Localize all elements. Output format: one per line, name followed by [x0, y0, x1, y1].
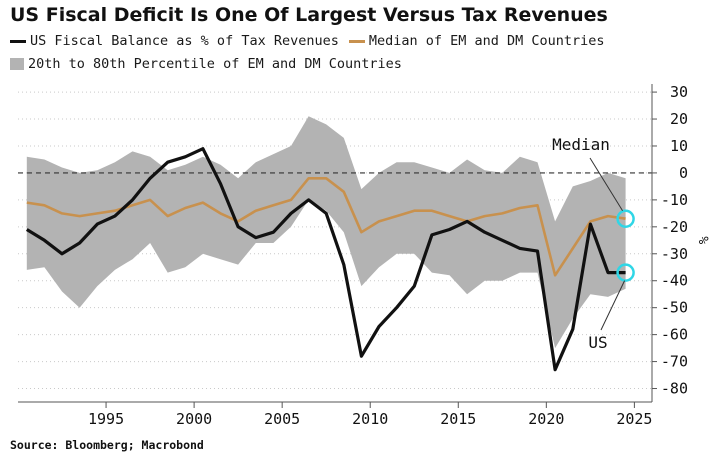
- median-annotation-label: Median: [552, 135, 610, 154]
- us-annotation-leader: [600, 280, 626, 331]
- legend-swatch-median: [348, 39, 365, 43]
- x-tick-label: 2020: [528, 410, 564, 428]
- y-tick-label: -60: [661, 326, 688, 344]
- legend-swatch-band: [10, 58, 24, 70]
- y-tick-label: 10: [670, 137, 688, 155]
- legend-swatch-us: [10, 39, 26, 43]
- median-highlight-circle: [616, 209, 635, 228]
- legend-label-band: 20th to 80th Percentile of EM and DM Cou…: [28, 56, 402, 72]
- y-tick-label: -80: [661, 380, 688, 398]
- y-tick-label: -40: [661, 272, 688, 290]
- us-fiscal-balance-line: [25, 147, 626, 372]
- y-tick-label: -30: [661, 245, 688, 263]
- y-axis-label: %: [695, 236, 710, 244]
- median-annotation-leader: [589, 157, 624, 212]
- y-tick-label: -50: [661, 299, 688, 317]
- legend-label-us: US Fiscal Balance as % of Tax Revenues: [30, 33, 339, 49]
- legend-item-us: US Fiscal Balance as % of Tax Revenues: [10, 33, 339, 49]
- x-tick-label: 2015: [440, 410, 476, 428]
- legend-row-2: 20th to 80th Percentile of EM and DM Cou…: [10, 56, 412, 72]
- x-tick-label: 2010: [352, 410, 388, 428]
- x-tick-label: 2000: [176, 410, 212, 428]
- y-tick-label: -70: [661, 353, 688, 371]
- x-tick-label: 1995: [88, 410, 124, 428]
- legend-item-band: 20th to 80th Percentile of EM and DM Cou…: [10, 56, 402, 72]
- y-tick-label: -20: [661, 218, 688, 236]
- y-tick-label: 20: [670, 110, 688, 128]
- x-tick-label: 2025: [616, 410, 652, 428]
- legend-row-1: US Fiscal Balance as % of Tax Revenues M…: [10, 33, 615, 49]
- y-tick-label: 0: [679, 164, 688, 182]
- y-tick-label: -10: [661, 191, 688, 209]
- us-annotation-label: US: [588, 333, 607, 352]
- us-highlight-circle: [616, 263, 635, 282]
- percentile-band: [26, 116, 626, 349]
- y-tick-label: 30: [670, 83, 688, 101]
- legend-item-median: Median of EM and DM Countries: [348, 33, 605, 49]
- legend-label-median: Median of EM and DM Countries: [368, 33, 605, 49]
- chart-title: US Fiscal Deficit Is One Of Largest Vers…: [10, 4, 608, 26]
- source-note: Source: Bloomberg; Macrobond: [10, 438, 204, 452]
- x-tick-label: 2005: [264, 410, 300, 428]
